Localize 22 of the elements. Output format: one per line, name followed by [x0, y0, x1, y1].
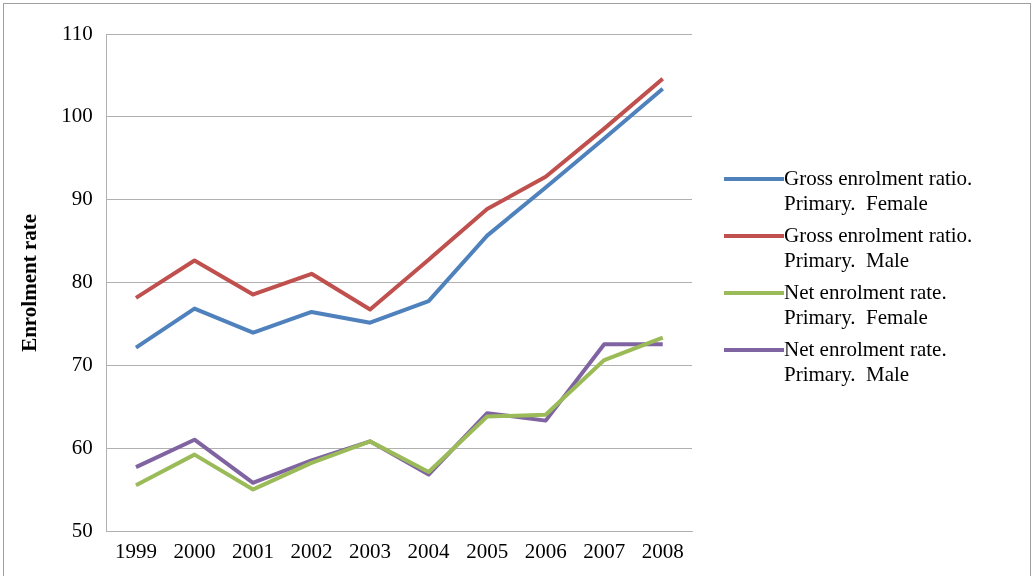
y-tick-label: 90	[71, 186, 93, 211]
legend-label: Gross enrolment ratio. Primary. Female	[784, 166, 974, 216]
x-tick-label: 2002	[290, 538, 333, 563]
x-tick-label: 2006	[524, 538, 567, 563]
x-tick-label: 2003	[349, 538, 392, 563]
y-axis-title: Enrolment rate	[17, 213, 42, 352]
x-tick-label: 1999	[114, 538, 157, 563]
x-tick-label: 2000	[173, 538, 216, 563]
x-tick-label: 2007	[583, 538, 626, 563]
y-tick-label: 100	[61, 103, 93, 128]
x-tick-label: 2008	[641, 538, 684, 563]
x-tick-label: 2005	[466, 538, 509, 563]
y-tick-label: 80	[71, 269, 93, 294]
x-tick-label: 2001	[232, 538, 275, 563]
y-tick-label: 50	[71, 518, 93, 543]
legend-label: Net enrolment rate. Primary. Male	[784, 337, 948, 387]
legend-label: Net enrolment rate. Primary. Female	[784, 280, 948, 330]
y-tick-label: 60	[71, 435, 93, 460]
y-tick-label: 110	[61, 20, 93, 45]
y-tick-label: 70	[71, 352, 93, 377]
x-tick-label: 2004	[407, 538, 451, 563]
legend-label: Gross enrolment ratio. Primary. Male	[784, 223, 974, 273]
